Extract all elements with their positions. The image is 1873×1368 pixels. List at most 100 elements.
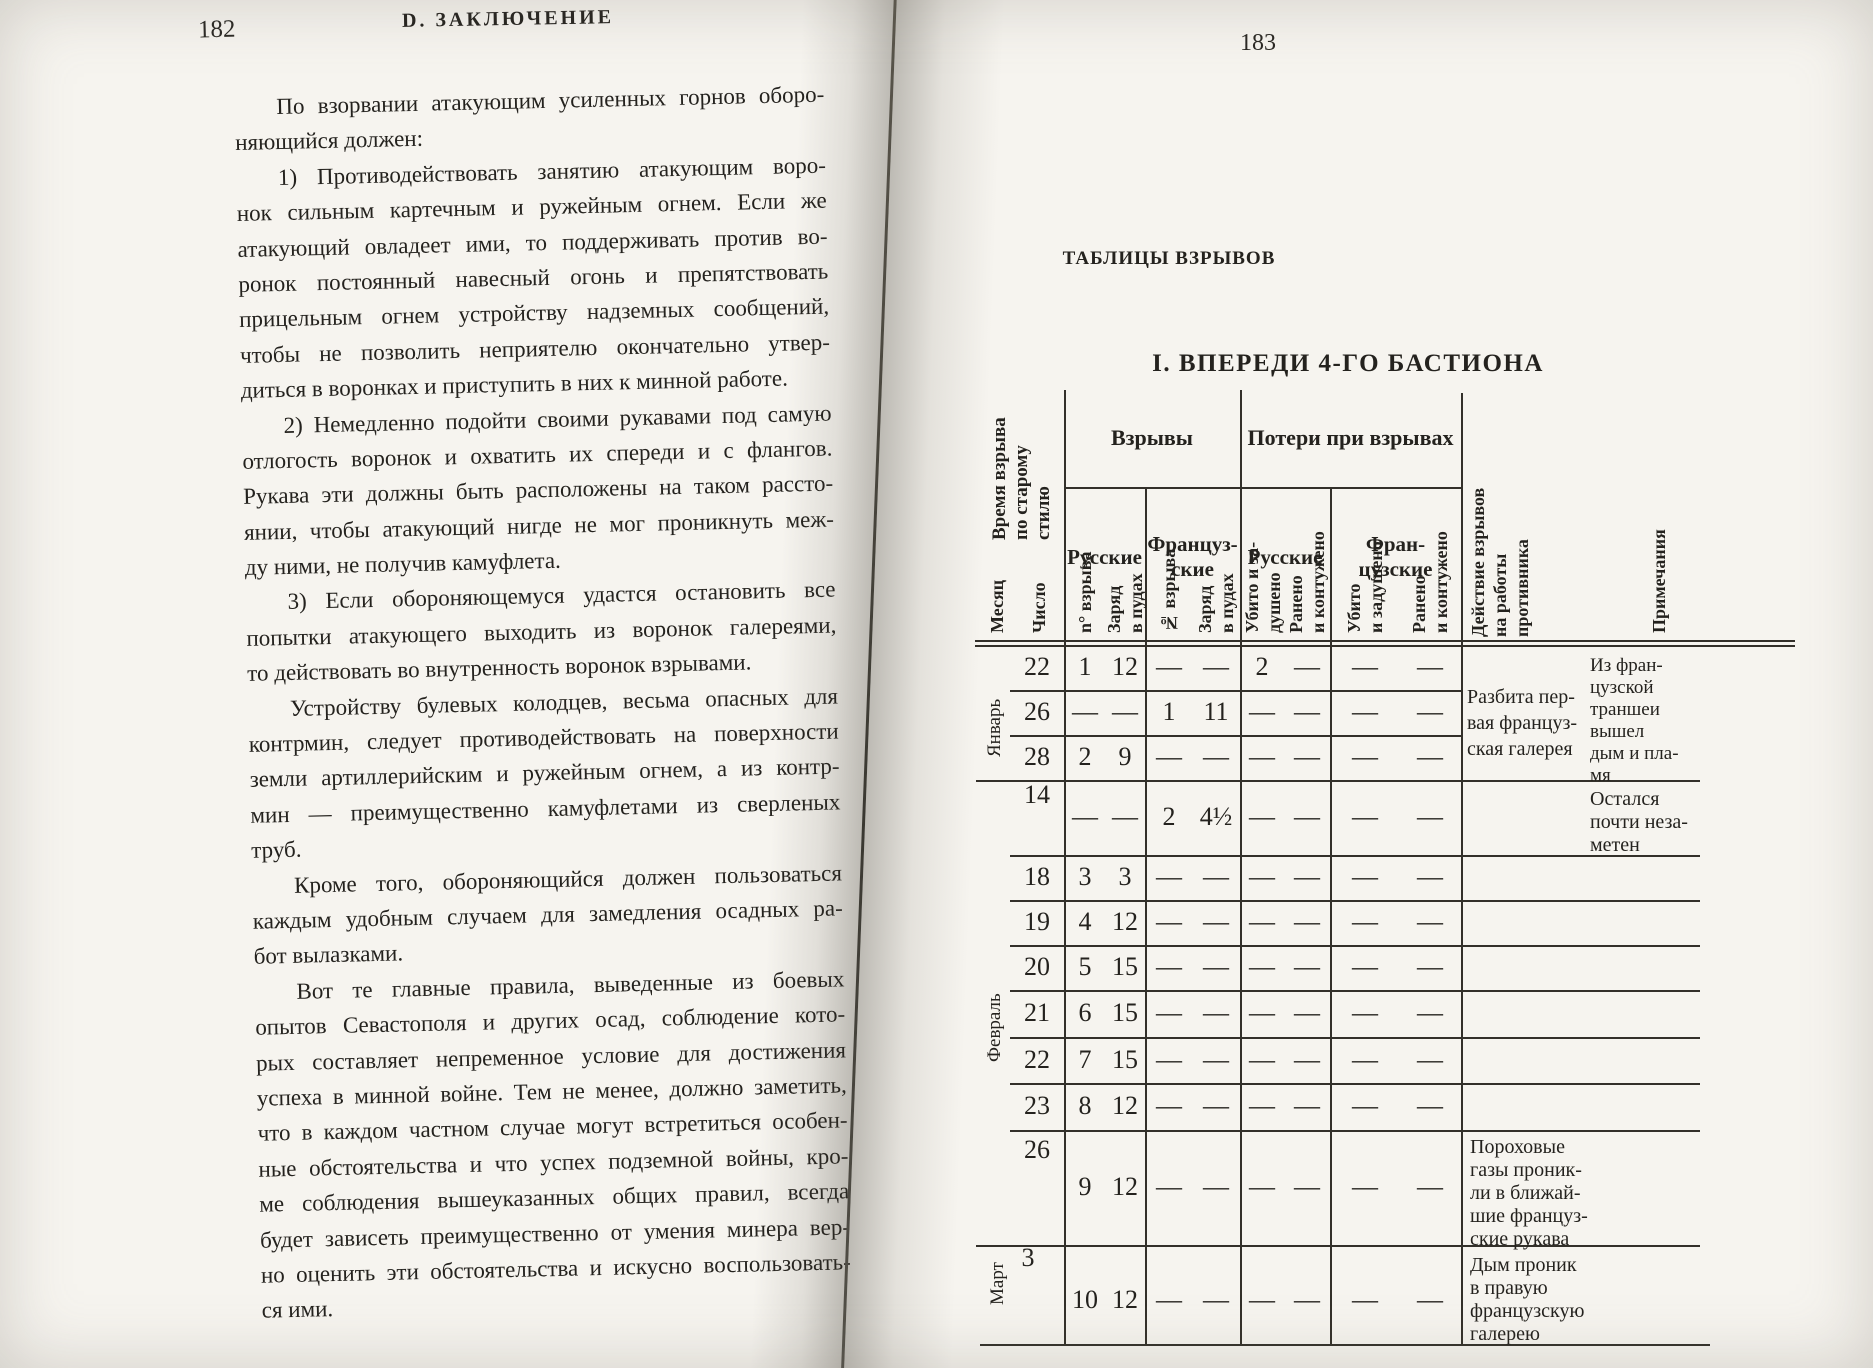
table-vline [1064, 390, 1066, 1345]
cell-fr-no: 1 [1162, 697, 1176, 726]
cell-fr-no: — [1156, 1045, 1182, 1074]
cell-rus-no: — [1072, 697, 1098, 726]
cell-rus-charge: 12 [1112, 1172, 1138, 1201]
table-vline [1330, 487, 1332, 1345]
cell-fr-no: — [1156, 952, 1182, 981]
cell-rus-wounded: — [1294, 1091, 1320, 1120]
cell-rus-no: — [1072, 802, 1098, 831]
cell-fr-killed: — [1352, 1172, 1378, 1201]
table-vline [1145, 487, 1147, 1345]
cell-fr-wounded: — [1417, 652, 1443, 681]
cell-fr-no: — [1156, 1091, 1182, 1120]
col-header-fr-wounded: Ранено и контужено [1409, 531, 1451, 633]
cell-fr-killed: — [1352, 697, 1378, 726]
page-number-right: 183 [1240, 30, 1276, 56]
cell-fr-wounded: — [1417, 697, 1443, 726]
page-number-left: 182 [197, 15, 236, 44]
cell-day: 14 [1024, 780, 1050, 809]
col-header-month: Месяц [987, 579, 1007, 633]
cell-day: 21 [1024, 998, 1050, 1027]
cell-rus-wounded: — [1294, 1172, 1320, 1201]
cell-fr-killed: — [1352, 952, 1378, 981]
cell-rus-wounded: — [1294, 802, 1320, 831]
cell-day: 26 [1024, 1135, 1050, 1164]
cell-fr-no: — [1156, 862, 1182, 891]
table-vline [1461, 393, 1463, 1345]
cell-day: 19 [1024, 907, 1050, 936]
col-header-rus-no: n° взрыва [1075, 551, 1095, 633]
cell-fr-no: — [1156, 1172, 1182, 1201]
cell-rus-charge: 15 [1112, 1045, 1138, 1074]
table-row-line [1010, 990, 1700, 992]
cell-fr-no: — [1156, 998, 1182, 1027]
section-header: ТАБЛИЦЫ ВЗРЫВОВ [1062, 248, 1276, 269]
cell-day: 18 [1024, 862, 1050, 891]
cell-day: 23 [1024, 1091, 1050, 1120]
cell-fr-wounded: — [1417, 862, 1443, 891]
cell-rus-killed: — [1249, 952, 1275, 981]
cell-rus-wounded: — [1294, 1285, 1320, 1314]
cell-fr-killed: — [1352, 1285, 1378, 1314]
cell-fr-killed: — [1352, 998, 1378, 1027]
cell-fr-killed: — [1352, 1091, 1378, 1120]
cell-rus-killed: — [1249, 802, 1275, 831]
table-hline [1240, 487, 1461, 489]
cell-fr-wounded: — [1417, 1172, 1443, 1201]
cell-fr-killed: — [1352, 907, 1378, 936]
cell-fr-charge: — [1203, 952, 1229, 981]
table-double-rule [975, 640, 1795, 642]
col-group-losses: Потери при взрывах [1247, 425, 1454, 450]
cell-rus-killed: — [1249, 862, 1275, 891]
cell-rus-charge: — [1112, 697, 1138, 726]
cell-rus-wounded: — [1294, 1045, 1320, 1074]
cell-day: 20 [1024, 952, 1050, 981]
col-header-fr-killed: Убито и задушено [1344, 541, 1386, 633]
table-vline [1240, 390, 1242, 1345]
cell-note-january: Из фран- цузской траншеи вышел дым и пла… [1590, 655, 1679, 786]
cell-fr-killed: — [1352, 652, 1378, 681]
table-double-rule [975, 645, 1795, 647]
book-gutter [749, 0, 1005, 1368]
cell-fr-charge: — [1203, 1091, 1229, 1120]
cell-rus-no: 1 [1078, 652, 1092, 681]
cell-fr-charge: — [1203, 862, 1229, 891]
cell-rus-no: 10 [1072, 1285, 1098, 1314]
table-row-line [1010, 690, 1461, 692]
cell-fr-killed: — [1352, 862, 1378, 891]
cell-fr-wounded: — [1417, 952, 1443, 981]
col-header-day: Число [1029, 582, 1049, 633]
table-row-line [1010, 1130, 1700, 1132]
col-group-explosions: Взрывы [1111, 425, 1193, 450]
cell-rus-killed: 2 [1255, 652, 1269, 681]
cell-rus-charge: 15 [1112, 998, 1138, 1027]
cell-fr-wounded: — [1417, 907, 1443, 936]
cell-fr-no: 2 [1162, 802, 1176, 831]
cell-rus-charge: 15 [1112, 952, 1138, 981]
cell-rus-wounded: — [1294, 907, 1320, 936]
cell-rus-wounded: — [1294, 862, 1320, 891]
cell-rus-killed: — [1249, 907, 1275, 936]
col-header-effect: Действие взрывов на работы противника [1468, 487, 1532, 637]
cell-day: 22 [1024, 652, 1050, 681]
table-row-line [1010, 1083, 1700, 1085]
cell-rus-charge: 12 [1112, 652, 1138, 681]
cell-effect-mar-3: Дым проник в правую французскую галерею [1470, 1254, 1585, 1345]
cell-rus-charge: — [1112, 802, 1138, 831]
col-header-fr-charge: Заряд в пудах [1195, 573, 1237, 633]
cell-rus-charge: 3 [1118, 862, 1132, 891]
cell-fr-charge: — [1203, 1172, 1229, 1201]
cell-fr-killed: — [1352, 1045, 1378, 1074]
month-label-february: Февраль [984, 993, 1005, 1062]
cell-rus-charge: 12 [1112, 1285, 1138, 1314]
cell-fr-wounded: — [1417, 1285, 1443, 1314]
cell-day: 3 [1021, 1243, 1035, 1272]
cell-day: 28 [1024, 742, 1050, 771]
cell-rus-no: 8 [1078, 1091, 1092, 1120]
table-row-line [1010, 900, 1700, 902]
cell-day: 22 [1024, 1045, 1050, 1074]
cell-rus-charge: 9 [1118, 742, 1132, 771]
cell-fr-no: — [1156, 652, 1182, 681]
cell-effect-january: Разбита пер- вая француз- ская галерея [1467, 686, 1578, 760]
cell-rus-no: 4 [1078, 907, 1092, 936]
